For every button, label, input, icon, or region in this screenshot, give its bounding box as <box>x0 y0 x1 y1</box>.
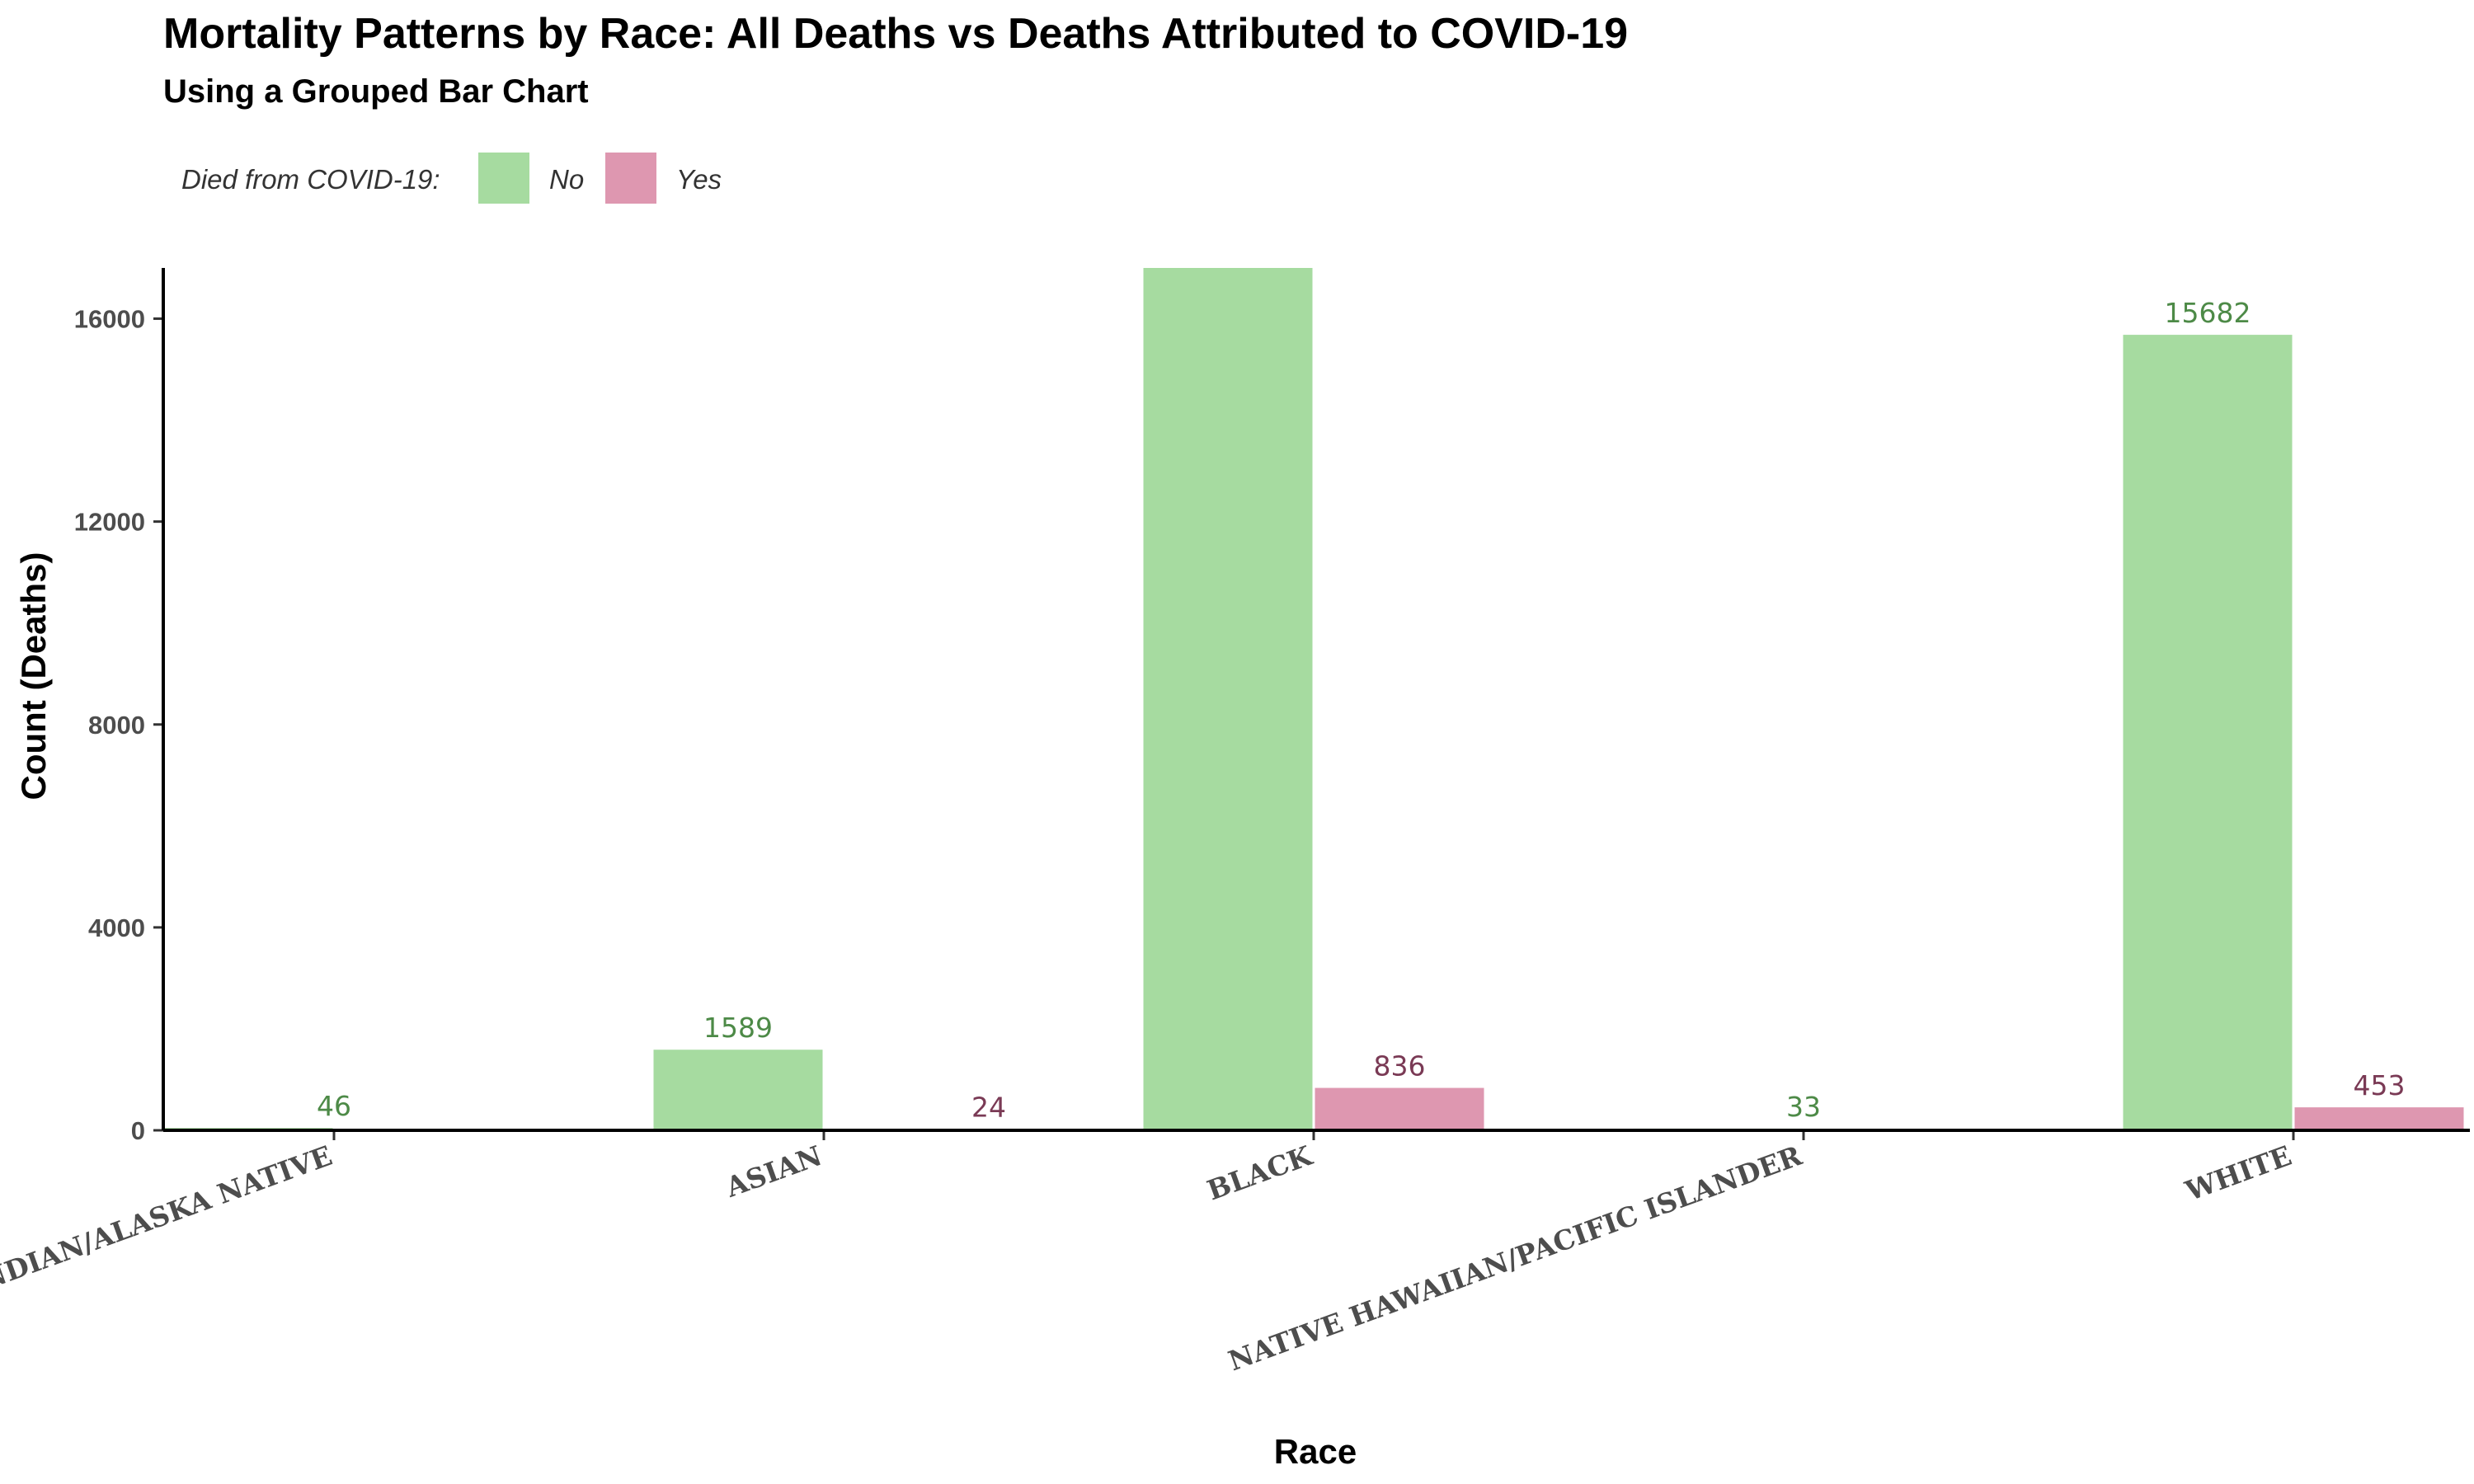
legend-swatch-no <box>478 153 529 204</box>
legend: Died from COVID-19: No Yes <box>181 153 722 204</box>
data-label-no-4: 33 <box>1786 1091 1821 1123</box>
data-labels: 46 1589 24 836 33 15682 453 <box>317 297 2406 1123</box>
chart-title: Mortality Patterns by Race: All Deaths v… <box>163 10 1628 58</box>
data-label-yes-2: 24 <box>971 1092 1006 1124</box>
bar-yes-5 <box>2294 1107 2464 1130</box>
data-label-no-1: 46 <box>317 1090 351 1122</box>
data-label-yes-3: 836 <box>1374 1050 1426 1082</box>
x-axis-ticks: AMERICAN INDIAN/ALASKA NATIVE ASIAN BLACKN… <box>0 1130 2296 1377</box>
data-label-no-5: 15682 <box>2165 297 2251 329</box>
y-tick-label: 8000 <box>88 711 145 740</box>
x-axis-title: Race <box>1274 1432 1357 1471</box>
x-tick-label: AMERICAN INDIAN/ALASKA NATIVE <box>0 1139 336 1364</box>
data-label-yes-5: 453 <box>2354 1069 2406 1101</box>
bar-yes-3 <box>1315 1087 1484 1130</box>
chart-subtitle: Using a Grouped Bar Chart <box>163 73 589 110</box>
legend-title: Died from COVID-19: <box>181 164 440 195</box>
legend-label-no: No <box>549 164 584 195</box>
x-tick-label: WHITE <box>2180 1139 2296 1208</box>
x-tick-label: ASIAN <box>721 1139 826 1204</box>
y-tick-label: 12000 <box>74 508 145 537</box>
bar-no-3 <box>1143 268 1313 1130</box>
y-tick-label: 4000 <box>88 913 145 942</box>
x-tick-label: NATIVE HAWAIIAN/PACIFIC ISLANDER <box>1224 1139 1806 1378</box>
bar-no-2 <box>653 1050 823 1130</box>
y-axis-ticks: 0 4000 8000 12000 16000 <box>74 305 163 1145</box>
bars <box>163 268 2464 1130</box>
legend-label-yes: Yes <box>676 164 722 195</box>
y-axis-title: Count (Deaths) <box>14 552 53 801</box>
y-tick-label: 16000 <box>74 305 145 334</box>
bar-no-5 <box>2123 335 2293 1130</box>
legend-swatch-yes <box>605 153 656 204</box>
data-label-no-2: 1589 <box>703 1012 773 1044</box>
x-tick-label: BLACK <box>1203 1139 1317 1206</box>
y-tick-label: 0 <box>131 1116 145 1145</box>
